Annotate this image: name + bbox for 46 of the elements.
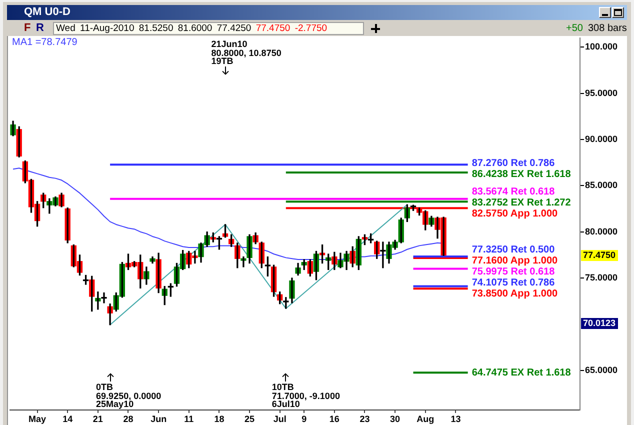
chart-title: QM U0-D	[24, 6, 70, 19]
x-tick-label: 11	[184, 414, 194, 424]
y-tick-label: 65.0000	[585, 364, 618, 375]
x-tick-label: Jun	[150, 414, 167, 424]
x-tick-label: 14	[62, 414, 73, 424]
series-label: 75.9975 Ret 0.618	[472, 266, 556, 278]
series-label: 74.1075 Ret 0.786	[472, 277, 556, 288]
series-label: 77.3250 Ret 0.500	[472, 244, 556, 256]
y-tick-label: 95.0000	[585, 88, 618, 98]
annotation: 10TB 71.7000, -9.1000 6Jul10	[272, 382, 340, 409]
series-label: 86.4238 EX Ret 1.618	[472, 168, 572, 180]
x-tick-label: 28	[123, 414, 134, 424]
x-tick-label: 21	[92, 414, 103, 424]
y-tick-label: 85.0000	[585, 180, 618, 190]
x-tick-label: Aug	[416, 414, 434, 424]
x-tick-label: 13	[450, 414, 461, 424]
x-tick-label: 9	[302, 414, 307, 424]
x-tick-label: 18	[214, 414, 224, 424]
annotation: 0TB 69.9250, 0.0000 25May10	[96, 382, 162, 409]
text: F	[24, 22, 31, 35]
text: +50	[566, 23, 583, 35]
series-label: 73.8500 App 1.000	[472, 288, 558, 300]
series-label: 82.5750 App 1.000	[472, 208, 558, 220]
text: 308 bars	[588, 23, 627, 35]
series-label: 83.2752 EX Ret 1.272	[472, 198, 572, 209]
series-label: 87.2760 Ret 0.786	[472, 158, 556, 169]
series-label: 77.1600 App 1.000	[472, 255, 558, 266]
y-tick-label: 100.000	[585, 42, 618, 52]
chart-subtitle: Wed 11-Aug-2010 81.5250 81.6000 77.4250 77.4750 -2.7750	[56, 23, 328, 34]
x-tick-label: Jul	[273, 414, 286, 424]
x-tick-label: 25	[244, 414, 255, 424]
text: MA1	[12, 37, 33, 48]
annotation: =78.7479	[35, 37, 78, 48]
text: R	[36, 22, 44, 35]
y-tick-label: 75.0000	[585, 272, 618, 282]
series-label: 83.5674 Ret 0.618	[472, 186, 556, 198]
x-tick-label: May	[28, 414, 46, 424]
y-tick-label: 80.0000	[585, 226, 618, 236]
annotation: 21Jun10 80.8000, 10.8750 19TB	[211, 39, 282, 66]
series-label: 64.7475 EX Ret 1.618	[472, 367, 572, 378]
x-tick-label: 30	[390, 414, 400, 424]
x-tick-label: 23	[360, 414, 370, 424]
text: 70.0123	[581, 318, 618, 330]
text: 77.4750	[581, 250, 618, 261]
x-tick-label: 16	[329, 414, 340, 424]
y-tick-label: 90.0000	[585, 134, 618, 144]
